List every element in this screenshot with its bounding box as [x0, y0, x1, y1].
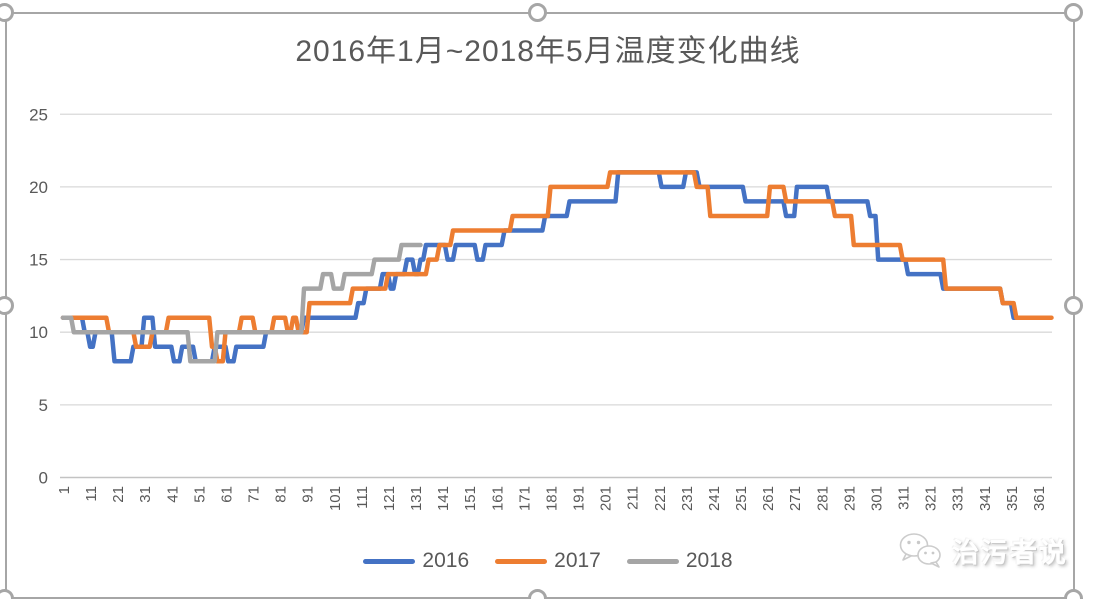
x-tick-label-71[interactable]: 71: [246, 486, 263, 503]
series-line-2017[interactable]: [60, 170, 1054, 364]
x-tick-label-291[interactable]: 291: [841, 486, 858, 511]
selection-handle-top-right[interactable]: [1064, 3, 1083, 22]
y-tick-label-5[interactable]: 5: [39, 396, 48, 415]
x-tick-label-231[interactable]: 231: [679, 486, 696, 511]
x-tick-label-351[interactable]: 351: [1004, 486, 1021, 511]
x-tick-label-41[interactable]: 41: [164, 486, 181, 503]
legend-item-2017[interactable]: 2017: [495, 549, 601, 573]
y-tick-label-10[interactable]: 10: [29, 323, 48, 342]
x-tick-label-51[interactable]: 51: [191, 486, 208, 503]
x-tick-label-301[interactable]: 301: [868, 486, 885, 511]
y-tick-label-15[interactable]: 15: [29, 251, 48, 270]
legend-item-2018[interactable]: 2018: [626, 549, 733, 573]
x-tick-label-321[interactable]: 321: [923, 486, 940, 511]
x-tick-label-341[interactable]: 341: [977, 486, 994, 511]
legend-swatch-2017: [495, 558, 548, 564]
x-tick-label-21[interactable]: 21: [110, 486, 127, 503]
x-tick-label-151[interactable]: 151: [462, 486, 479, 511]
legend-swatch-2016: [363, 558, 416, 564]
legend-label-2016: 2016: [422, 549, 470, 572]
x-tick-label-31[interactable]: 31: [137, 486, 154, 503]
selection-handle-top-center[interactable]: [528, 3, 547, 22]
x-tick-label-211[interactable]: 211: [625, 486, 642, 510]
x-tick-label-111[interactable]: 111: [354, 486, 371, 509]
legend: 2016 2017 2018: [0, 549, 1096, 573]
x-tick-label-161[interactable]: 161: [489, 486, 506, 511]
x-tick-label-251[interactable]: 251: [733, 486, 750, 511]
series-line-2018[interactable]: [60, 242, 423, 364]
legend-item-2016[interactable]: 2016: [363, 549, 469, 573]
y-tick-label-20[interactable]: 20: [29, 178, 48, 197]
x-tick-label-1[interactable]: 1: [56, 486, 73, 494]
x-tick-label-201[interactable]: 201: [598, 486, 615, 511]
x-tick-label-281[interactable]: 281: [814, 486, 831, 511]
selection-handle-bottom-right[interactable]: [1064, 589, 1083, 599]
selection-handle-bottom-left[interactable]: [0, 589, 14, 599]
selection-handle-middle-right[interactable]: [1064, 296, 1083, 315]
legend-swatch-2018: [626, 558, 679, 564]
chart-title[interactable]: 2016年1月~2018年5月温度变化曲线: [295, 35, 801, 68]
x-tick-label-121[interactable]: 121: [381, 486, 398, 511]
x-tick-label-11[interactable]: 11: [83, 486, 100, 502]
x-tick-label-271[interactable]: 271: [787, 486, 804, 511]
x-tick-label-331[interactable]: 331: [950, 486, 967, 511]
x-tick-label-91[interactable]: 91: [300, 486, 317, 503]
x-tick-label-311[interactable]: 311: [896, 486, 913, 510]
selection-handle-middle-left[interactable]: [0, 296, 14, 315]
x-tick-label-81[interactable]: 81: [273, 486, 290, 503]
x-tick-label-241[interactable]: 241: [706, 486, 723, 511]
series-line-2016[interactable]: [60, 170, 1052, 364]
x-tick-label-221[interactable]: 221: [652, 486, 669, 511]
x-tick-label-131[interactable]: 131: [408, 486, 425, 511]
legend-label-2018: 2018: [685, 549, 733, 572]
x-tick-label-361[interactable]: 361: [1031, 486, 1048, 511]
x-tick-label-101[interactable]: 101: [327, 486, 344, 511]
x-tick-label-181[interactable]: 181: [543, 486, 560, 511]
selection-handle-bottom-center[interactable]: [528, 589, 547, 599]
x-tick-label-171[interactable]: 171: [516, 486, 533, 511]
legend-label-2017: 2017: [554, 549, 601, 572]
y-tick-label-25[interactable]: 25: [29, 105, 48, 124]
x-tick-label-141[interactable]: 141: [435, 486, 452, 511]
x-tick-label-61[interactable]: 61: [218, 486, 235, 503]
x-tick-label-261[interactable]: 261: [760, 486, 777, 511]
selection-handle-top-left[interactable]: [0, 3, 14, 22]
x-tick-label-191[interactable]: 191: [571, 486, 588, 511]
y-tick-label-0[interactable]: 0: [39, 469, 48, 488]
